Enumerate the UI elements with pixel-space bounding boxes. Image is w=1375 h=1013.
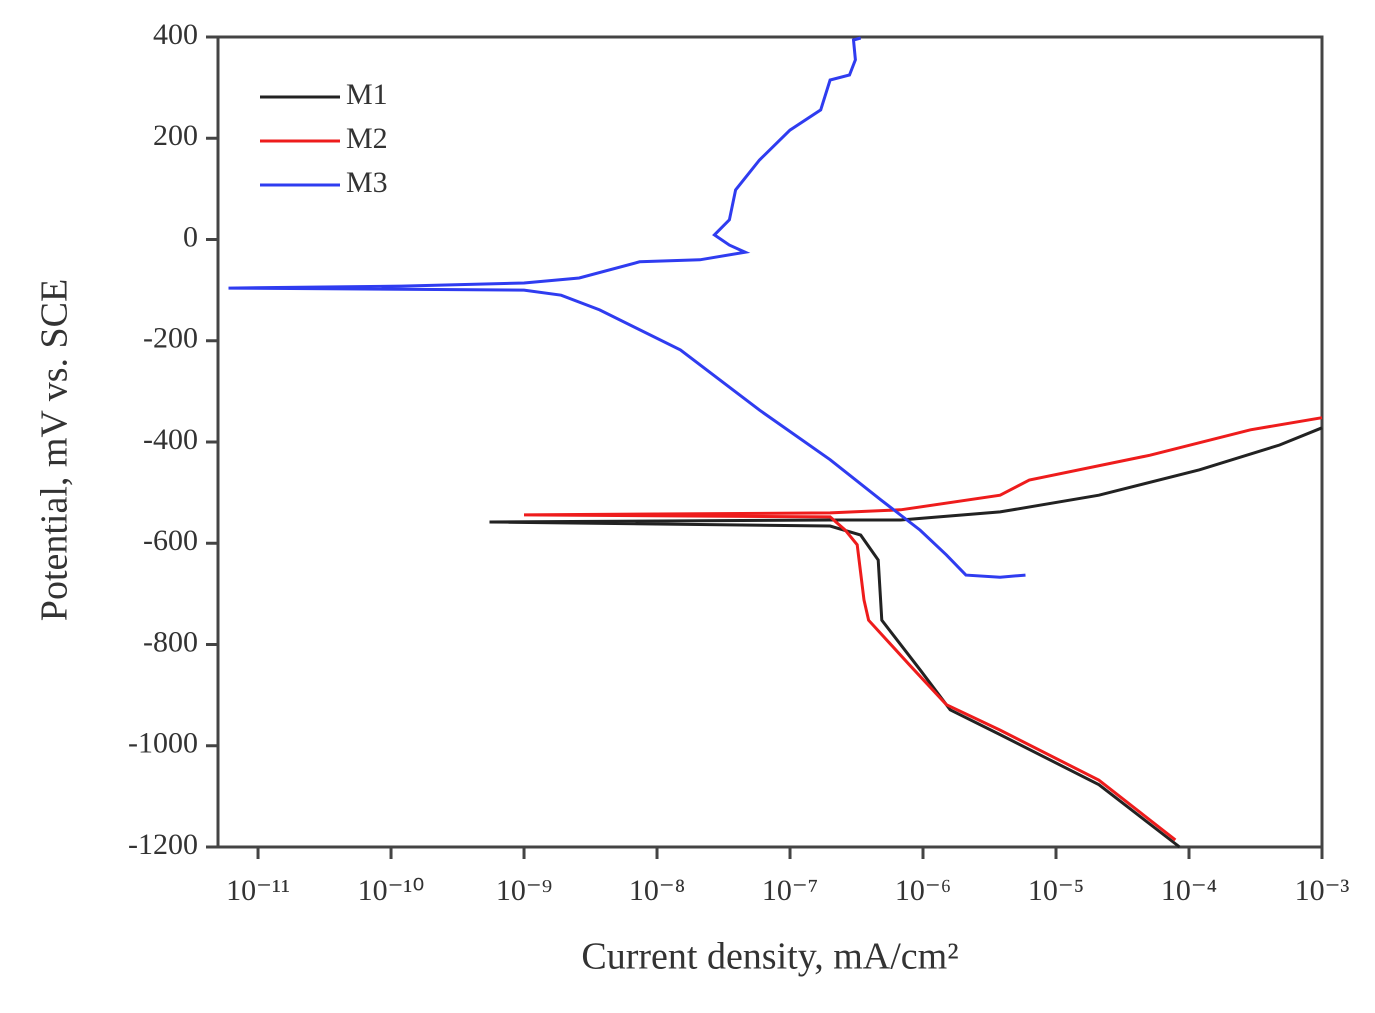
y-tick-label: -200 <box>143 322 198 355</box>
series-line <box>523 416 1323 842</box>
x-tick-label: 10⁻⁷ <box>762 874 818 907</box>
y-axis-title: Potential, mV vs. SCE <box>34 279 76 621</box>
y-tick-label: -400 <box>143 423 198 456</box>
x-tick-label: 10⁻¹¹ <box>226 874 290 907</box>
y-tick-label: 0 <box>183 220 198 253</box>
plot-frame <box>216 35 1324 849</box>
series-line <box>489 426 1323 849</box>
x-tick-label: 10⁻⁸ <box>629 874 685 907</box>
legend-label: M2 <box>346 122 388 155</box>
x-tick-label: 10⁻³ <box>1295 874 1350 907</box>
y-tick-label: -1200 <box>128 828 198 861</box>
legend-label: M3 <box>346 166 388 199</box>
y-tick-label: 200 <box>153 119 198 152</box>
series-line <box>228 36 1026 579</box>
x-axis-title: Current density, mA/cm² <box>581 936 958 978</box>
y-tick-label: -800 <box>143 625 198 658</box>
y-tick-label: -1000 <box>128 727 198 760</box>
x-tick-label: 10⁻⁵ <box>1028 874 1084 907</box>
x-tick-label: 10⁻⁶ <box>895 874 951 907</box>
legend-label: M1 <box>346 78 388 111</box>
y-tick-label: 400 <box>153 18 198 51</box>
y-tick-label: -600 <box>143 524 198 557</box>
x-tick-label: 10⁻⁴ <box>1161 874 1217 907</box>
x-tick-label: 10⁻⁹ <box>496 874 552 907</box>
x-tick-label: 10⁻¹⁰ <box>358 874 425 907</box>
